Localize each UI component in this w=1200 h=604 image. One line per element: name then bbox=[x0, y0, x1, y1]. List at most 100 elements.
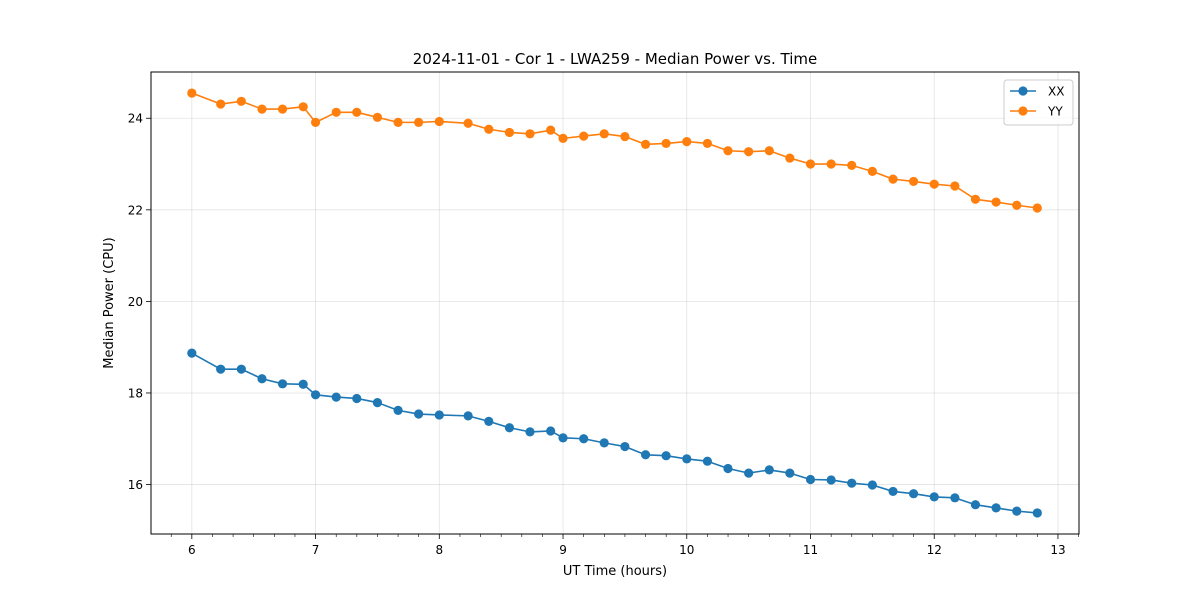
data-point-xx bbox=[805, 474, 816, 485]
data-point-xx bbox=[277, 379, 288, 389]
y-tick-label: 22 bbox=[128, 203, 143, 217]
data-point-xx bbox=[257, 374, 267, 384]
data-point-xx bbox=[463, 411, 473, 421]
data-point-yy bbox=[847, 160, 857, 171]
data-point-xx bbox=[620, 441, 630, 452]
data-point-yy bbox=[546, 125, 556, 135]
data-point-yy bbox=[867, 166, 877, 176]
x-tick-label: 12 bbox=[927, 543, 942, 557]
data-point-yy bbox=[970, 194, 981, 204]
data-point-yy bbox=[744, 147, 754, 157]
data-point-xx bbox=[579, 434, 589, 444]
legend-item-yy: YY bbox=[1010, 105, 1063, 119]
data-point-xx bbox=[1012, 506, 1022, 516]
data-point-yy bbox=[908, 176, 919, 187]
data-point-xx bbox=[236, 364, 246, 374]
data-point-xx bbox=[434, 410, 444, 420]
data-point-yy bbox=[991, 197, 1001, 207]
data-point-yy bbox=[826, 159, 836, 169]
data-point-xx bbox=[558, 433, 568, 443]
data-point-xx bbox=[723, 463, 733, 474]
data-point-yy bbox=[723, 146, 733, 156]
data-point-yy bbox=[504, 127, 515, 138]
y-tick-label: 24 bbox=[128, 112, 143, 126]
data-point-yy bbox=[236, 96, 246, 106]
data-point-xx bbox=[908, 489, 919, 499]
x-tick-label: 13 bbox=[1050, 543, 1065, 557]
data-point-xx bbox=[682, 454, 692, 464]
data-point-xx bbox=[298, 379, 308, 389]
data-point-yy bbox=[298, 102, 308, 112]
data-point-yy bbox=[331, 107, 341, 117]
data-point-xx bbox=[744, 468, 754, 478]
series-layer bbox=[187, 88, 1042, 518]
x-tick-label: 7 bbox=[312, 543, 320, 557]
x-tick-label: 9 bbox=[559, 543, 567, 557]
grid bbox=[151, 72, 1079, 534]
x-tick-label: 10 bbox=[679, 543, 694, 557]
data-point-xx bbox=[546, 426, 556, 436]
data-point-yy bbox=[434, 116, 444, 127]
data-point-yy bbox=[579, 131, 589, 141]
chart-title: 2024-11-01 - Cor 1 - LWA259 - Median Pow… bbox=[413, 50, 817, 68]
series-xx bbox=[187, 348, 1042, 518]
data-point-yy bbox=[277, 104, 288, 114]
data-point-yy bbox=[764, 146, 774, 156]
data-point-yy bbox=[558, 133, 568, 143]
data-point-yy bbox=[484, 124, 494, 134]
legend-marker-icon bbox=[1018, 86, 1028, 96]
data-point-yy bbox=[702, 138, 713, 149]
data-point-yy bbox=[640, 139, 651, 149]
data-point-xx bbox=[826, 475, 836, 485]
data-point-xx bbox=[310, 390, 321, 400]
data-point-xx bbox=[867, 480, 877, 490]
data-point-yy bbox=[463, 118, 473, 128]
x-tick-label: 11 bbox=[803, 543, 818, 557]
data-point-xx bbox=[702, 456, 713, 466]
legend-label: XX bbox=[1048, 85, 1064, 99]
legend: XX YY bbox=[1003, 79, 1074, 126]
data-point-xx bbox=[187, 348, 197, 358]
data-point-yy bbox=[187, 88, 197, 98]
data-point-yy bbox=[352, 107, 362, 117]
data-point-yy bbox=[372, 112, 383, 122]
y-tick-label: 20 bbox=[128, 295, 143, 309]
data-point-yy bbox=[682, 136, 692, 147]
data-point-xx bbox=[970, 500, 981, 510]
series-yy bbox=[187, 88, 1042, 213]
data-point-xx bbox=[847, 478, 857, 488]
data-point-yy bbox=[525, 129, 535, 139]
data-point-yy bbox=[393, 117, 403, 127]
y-axis-label: Median Power (CPU) bbox=[102, 237, 117, 368]
data-point-yy bbox=[257, 104, 267, 114]
axes: 6 7 8 9 10 11 12 13 16 18 20 22 24 bbox=[128, 112, 1079, 557]
data-point-yy bbox=[805, 159, 816, 169]
x-axis-label: UT Time (hours) bbox=[563, 564, 667, 579]
data-point-yy bbox=[929, 179, 939, 189]
data-point-xx bbox=[1032, 508, 1042, 518]
data-point-xx bbox=[372, 397, 383, 408]
x-tick-label: 8 bbox=[435, 543, 443, 557]
data-point-xx bbox=[661, 451, 671, 461]
data-point-yy bbox=[1012, 200, 1022, 210]
data-point-xx bbox=[640, 450, 651, 460]
data-point-yy bbox=[1032, 203, 1042, 213]
data-point-xx bbox=[525, 427, 535, 437]
data-point-xx bbox=[785, 468, 795, 478]
series-line-yy bbox=[191, 92, 1038, 209]
data-point-xx bbox=[331, 392, 341, 402]
data-point-xx bbox=[352, 393, 362, 404]
data-point-xx bbox=[599, 438, 609, 448]
data-point-yy bbox=[888, 174, 898, 184]
data-point-xx bbox=[888, 486, 898, 497]
data-point-xx bbox=[414, 409, 424, 419]
data-point-xx bbox=[929, 492, 939, 502]
legend-item-xx: XX bbox=[1010, 85, 1064, 99]
data-point-xx bbox=[504, 423, 515, 433]
data-point-yy bbox=[785, 153, 795, 163]
plot-frame bbox=[150, 71, 1080, 535]
y-tick-label: 18 bbox=[128, 386, 143, 400]
data-point-xx bbox=[484, 416, 494, 426]
